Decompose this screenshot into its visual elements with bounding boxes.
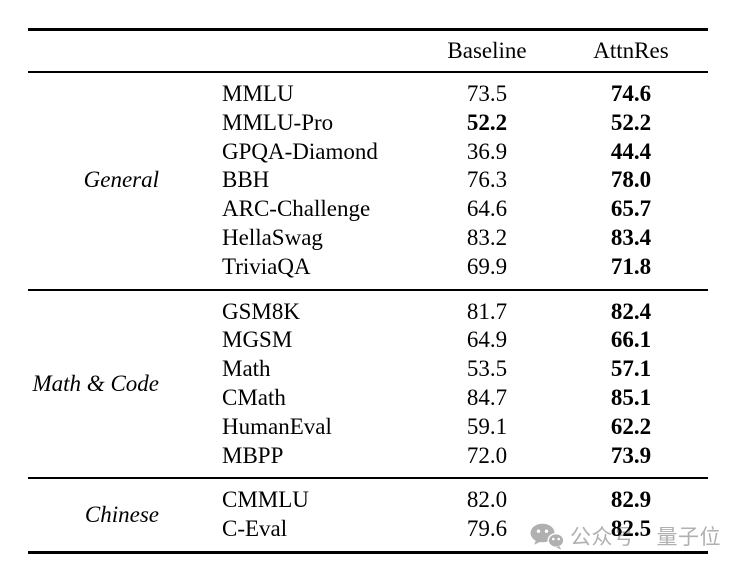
baseline-value: 79.6 [466, 516, 508, 542]
benchmark-row: GPQA-Diamond 36.9 44.4 [159, 138, 708, 167]
baseline-value: 64.6 [466, 196, 508, 222]
baseline-value: 82.0 [466, 487, 508, 513]
attnres-value: 71.8 [610, 253, 652, 279]
benchmark-row: GSM8K 81.7 82.4 [159, 298, 708, 327]
attnres-value: 65.7 [610, 196, 652, 222]
top-rule [28, 28, 708, 31]
benchmark-row: BBH 76.3 78.0 [159, 166, 708, 195]
watermark-text-right: 量子位 [656, 526, 721, 549]
baseline-value: 81.7 [466, 298, 508, 324]
baseline-value: 83.2 [466, 224, 508, 250]
baseline-value: 36.9 [466, 138, 508, 164]
benchmark-name: ARC-Challenge [222, 196, 371, 222]
attnres-value: 44.4 [610, 138, 652, 164]
benchmark-name: MMLU-Pro [222, 109, 334, 135]
attnres-value: 82.9 [610, 487, 652, 513]
attnres-value: 66.1 [610, 327, 652, 353]
group-cell: Chinese [28, 486, 159, 544]
baseline-value: 84.7 [466, 384, 508, 410]
header-rule [28, 71, 708, 73]
section-general: General MMLU 73.5 74.6 MMLU-Pro 52.2 52.… [28, 73, 708, 289]
attnres-value: 73.9 [610, 442, 652, 468]
benchmark-name: MMLU [222, 81, 294, 106]
group-cell: Math & Code [28, 298, 160, 471]
attnres-value: 74.6 [610, 81, 652, 106]
group-label-math-code: Math & Code [32, 370, 160, 396]
baseline-value: 53.5 [466, 356, 508, 382]
benchmark-name: TriviaQA [222, 253, 311, 279]
wechat-icon [530, 523, 564, 550]
attnres-value: 57.1 [610, 356, 652, 382]
benchmark-row: ARC-Challenge 64.6 65.7 [159, 195, 708, 224]
baseline-value: 72.0 [466, 442, 508, 468]
watermark: 公众号 量子位 [530, 522, 721, 550]
attnres-value: 78.0 [610, 167, 652, 193]
benchmark-row: MBPP 72.0 73.9 [159, 442, 708, 471]
benchmark-name: GPQA-Diamond [222, 138, 378, 164]
benchmark-name: HumanEval [222, 413, 332, 439]
section-chinese: Chinese CMMLU 82.0 82.9 C-Eval 79.6 82.5 [28, 479, 708, 551]
attnres-value: 52.2 [610, 109, 652, 135]
column-header-baseline: Baseline [447, 37, 527, 63]
attnres-value: 82.5 [610, 516, 652, 542]
benchmark-name: GSM8K [222, 298, 300, 324]
bottom-rule [28, 550, 708, 554]
column-header-attnres: AttnRes [593, 37, 669, 63]
benchmark-row: HumanEval 59.1 62.2 [159, 413, 708, 442]
table-header-row: Baseline AttnRes [28, 31, 708, 71]
benchmark-row: C-Eval 79.6 82.5 [159, 515, 708, 544]
section-rows: MMLU 73.5 74.6 MMLU-Pro 52.2 52.2 GPQA-D… [159, 80, 708, 282]
results-table: Baseline AttnRes General MMLU 73.5 74.6 … [28, 28, 708, 554]
watermark-text-left: 公众号 [570, 526, 635, 549]
benchmark-name: BBH [222, 167, 270, 193]
section-math-code: Math & Code GSM8K 81.7 82.4 MGSM 64.9 66… [28, 291, 708, 478]
attnres-value: 85.1 [610, 384, 652, 410]
benchmark-row: CMMLU 82.0 82.9 [159, 486, 708, 515]
benchmark-row: MMLU-Pro 52.2 52.2 [159, 109, 708, 138]
baseline-value: 64.9 [466, 327, 508, 353]
attnres-value: 83.4 [610, 224, 652, 250]
benchmark-name: C-Eval [222, 516, 288, 542]
baseline-value: 73.5 [466, 81, 508, 106]
baseline-value: 69.9 [466, 253, 508, 279]
benchmark-name: Math [222, 356, 271, 382]
section-rows: GSM8K 81.7 82.4 MGSM 64.9 66.1 Math 53.5… [159, 298, 708, 471]
benchmark-row: CMath 84.7 85.1 [159, 384, 708, 413]
section-rule [28, 477, 708, 480]
benchmark-row: HellaSwag 83.2 83.4 [159, 224, 708, 253]
benchmark-row: MGSM 64.9 66.1 [159, 326, 708, 355]
benchmark-row: MMLU 73.5 74.6 [159, 80, 708, 109]
baseline-value: 59.1 [466, 413, 508, 439]
section-rule [28, 288, 708, 291]
benchmark-name: HellaSwag [222, 224, 323, 250]
benchmark-row: Math 53.5 57.1 [159, 355, 708, 384]
group-label-general: General [83, 167, 159, 193]
attnres-value: 82.4 [610, 298, 652, 324]
benchmark-name: CMath [222, 384, 286, 410]
group-cell: General [28, 80, 159, 282]
benchmark-name: MGSM [222, 327, 293, 353]
benchmark-name: CMMLU [222, 487, 309, 513]
benchmark-name: MBPP [222, 442, 284, 468]
section-rows: CMMLU 82.0 82.9 C-Eval 79.6 82.5 [159, 486, 708, 544]
baseline-value: 76.3 [466, 167, 508, 193]
group-label-chinese: Chinese [84, 501, 159, 527]
attnres-value: 62.2 [610, 413, 652, 439]
baseline-value: 52.2 [466, 109, 508, 135]
benchmark-row: TriviaQA 69.9 71.8 [159, 253, 708, 282]
